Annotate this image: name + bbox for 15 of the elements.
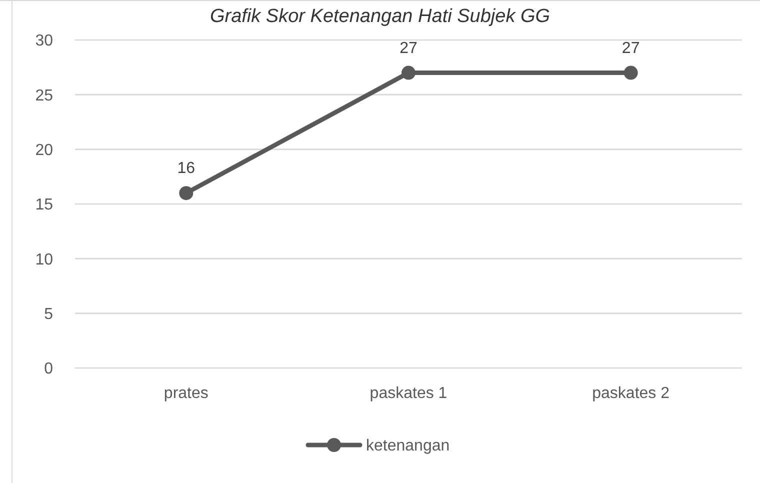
- x-tick-label: paskates 2: [592, 385, 670, 402]
- legend-label: ketenangan: [366, 438, 450, 455]
- y-tick-label: 25: [35, 87, 54, 104]
- data-label: 27: [622, 40, 640, 57]
- data-label: 27: [400, 40, 418, 57]
- y-tick-label: 15: [35, 196, 54, 214]
- x-tick-label: paskates 1: [370, 385, 448, 402]
- y-tick-label: 30: [35, 32, 54, 50]
- y-tick-label: 0: [44, 360, 54, 378]
- chart-title: Grafik Skor Ketenangan Hati Subjek GG: [210, 6, 550, 27]
- data-label: 16: [177, 160, 196, 178]
- y-tick-label: 5: [44, 306, 54, 323]
- y-tick-label: 20: [35, 142, 54, 159]
- y-tick-label: 10: [35, 251, 54, 268]
- x-tick-label: prates: [164, 385, 208, 402]
